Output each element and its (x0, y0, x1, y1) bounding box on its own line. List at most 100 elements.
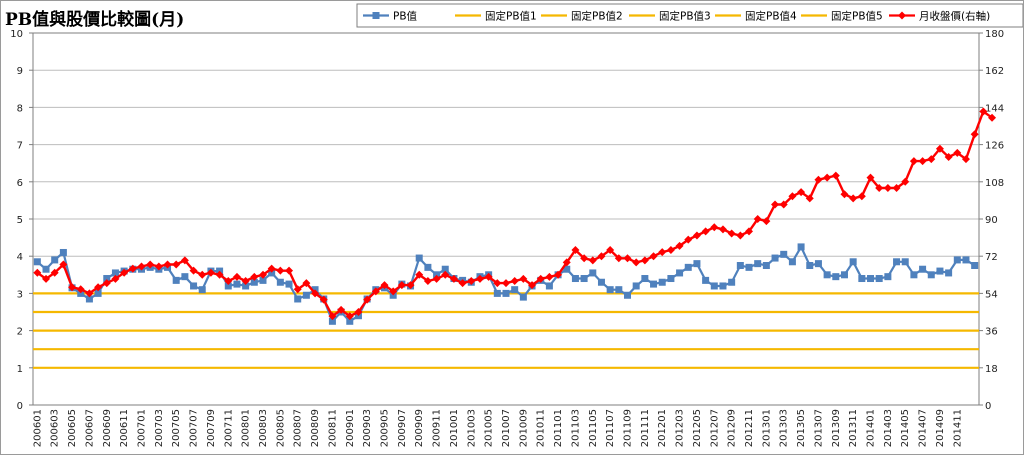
x-tick-label: 200607 (84, 409, 95, 447)
price-point (441, 270, 450, 279)
pb-point (945, 269, 953, 277)
price-point (206, 268, 215, 277)
price-point (510, 277, 519, 285)
pb-point (328, 317, 336, 325)
price-point (675, 241, 684, 250)
pb-point (676, 269, 684, 277)
pb-point (502, 289, 510, 297)
price-point (745, 227, 754, 236)
price-point (276, 266, 285, 275)
pb-point (858, 275, 866, 283)
pb-point (632, 282, 640, 290)
pb-point (103, 275, 111, 283)
x-tick-label: 200909 (414, 409, 425, 447)
price-point (736, 231, 745, 240)
pb-point (624, 291, 632, 299)
x-tick-label: 200605 (67, 409, 78, 447)
price-point (779, 200, 788, 209)
price-point (493, 279, 502, 288)
pb-point (658, 278, 666, 286)
price-point (788, 192, 797, 201)
pb-point (563, 265, 571, 273)
legend-box (356, 3, 1023, 28)
y-left-tick-label: 0 (17, 401, 23, 412)
pb-point (745, 263, 753, 271)
price-point (927, 155, 936, 164)
price-point (137, 262, 146, 271)
price-point (111, 274, 120, 283)
y-left-tick-label: 6 (17, 178, 23, 189)
legend-marker-diamond (898, 11, 906, 20)
price-point (120, 268, 129, 277)
legend-label: 固定PB值4 (745, 10, 797, 23)
pb-point (172, 276, 180, 284)
x-tick-label: 201305 (796, 409, 807, 447)
price-point (519, 274, 528, 283)
price-point (892, 184, 901, 192)
price-point (979, 107, 988, 116)
x-tick-label: 201005 (484, 409, 495, 447)
pb-point (962, 256, 970, 264)
price-point (59, 260, 68, 269)
price-point (363, 295, 372, 304)
price-point (710, 223, 719, 232)
x-tick-label: 200811 (327, 409, 338, 447)
x-tick-label: 201205 (692, 409, 703, 447)
pb-point (589, 269, 597, 277)
price-point (935, 144, 944, 153)
price-point (128, 264, 137, 273)
x-tick-label: 200711 (223, 409, 234, 447)
pb-point (650, 280, 658, 288)
price-point (831, 171, 840, 180)
price-point (571, 246, 580, 254)
x-tick-label: 201011 (536, 409, 547, 447)
x-tick-label: 200609 (102, 409, 113, 447)
x-tick-label: 200705 (171, 409, 182, 447)
pb-point (771, 254, 779, 262)
price-point (154, 262, 163, 271)
pb-point (51, 256, 59, 264)
price-point (805, 194, 814, 203)
pb-point (94, 289, 102, 297)
price-point (354, 308, 363, 316)
price-point (68, 283, 77, 292)
pb-point (181, 273, 189, 281)
pb-point (728, 278, 736, 286)
price-point (753, 215, 762, 223)
price-point (614, 254, 623, 263)
pb-point (276, 278, 284, 286)
x-tick-label: 201409 (935, 409, 946, 447)
x-tick-label: 200901 (345, 409, 356, 447)
pb-point (294, 295, 302, 303)
pb-point (571, 275, 579, 283)
price-point (85, 289, 94, 298)
price-point (397, 281, 406, 290)
price-point (580, 254, 589, 263)
x-tick-label: 201401 (866, 409, 877, 447)
pb-point (233, 280, 241, 288)
price-series-line (36, 109, 993, 318)
price-point (311, 289, 320, 298)
price-point (597, 252, 606, 261)
price-point (606, 246, 615, 254)
x-tick-label: 201203 (675, 409, 686, 447)
x-tick-label: 201207 (709, 409, 720, 447)
pb-point (893, 258, 901, 266)
x-tick-label: 201101 (553, 409, 564, 447)
y-left-tick-label: 5 (17, 215, 23, 226)
x-tick-label: 201411 (952, 409, 963, 447)
price-point (241, 277, 250, 285)
x-tick-label: 201309 (831, 409, 842, 447)
y-left-tick-label: 2 (17, 327, 23, 338)
y-right-tick-label: 0 (985, 401, 991, 412)
pb-point (250, 278, 258, 286)
price-point (293, 285, 302, 294)
pb-point (615, 286, 623, 294)
pb-point (42, 265, 50, 273)
pb-point (901, 258, 909, 266)
pb-point (641, 275, 649, 283)
y-left-tick-label: 8 (17, 103, 23, 114)
y-left-tick-label: 3 (17, 289, 23, 300)
price-point (337, 305, 346, 314)
price-point (380, 281, 389, 290)
